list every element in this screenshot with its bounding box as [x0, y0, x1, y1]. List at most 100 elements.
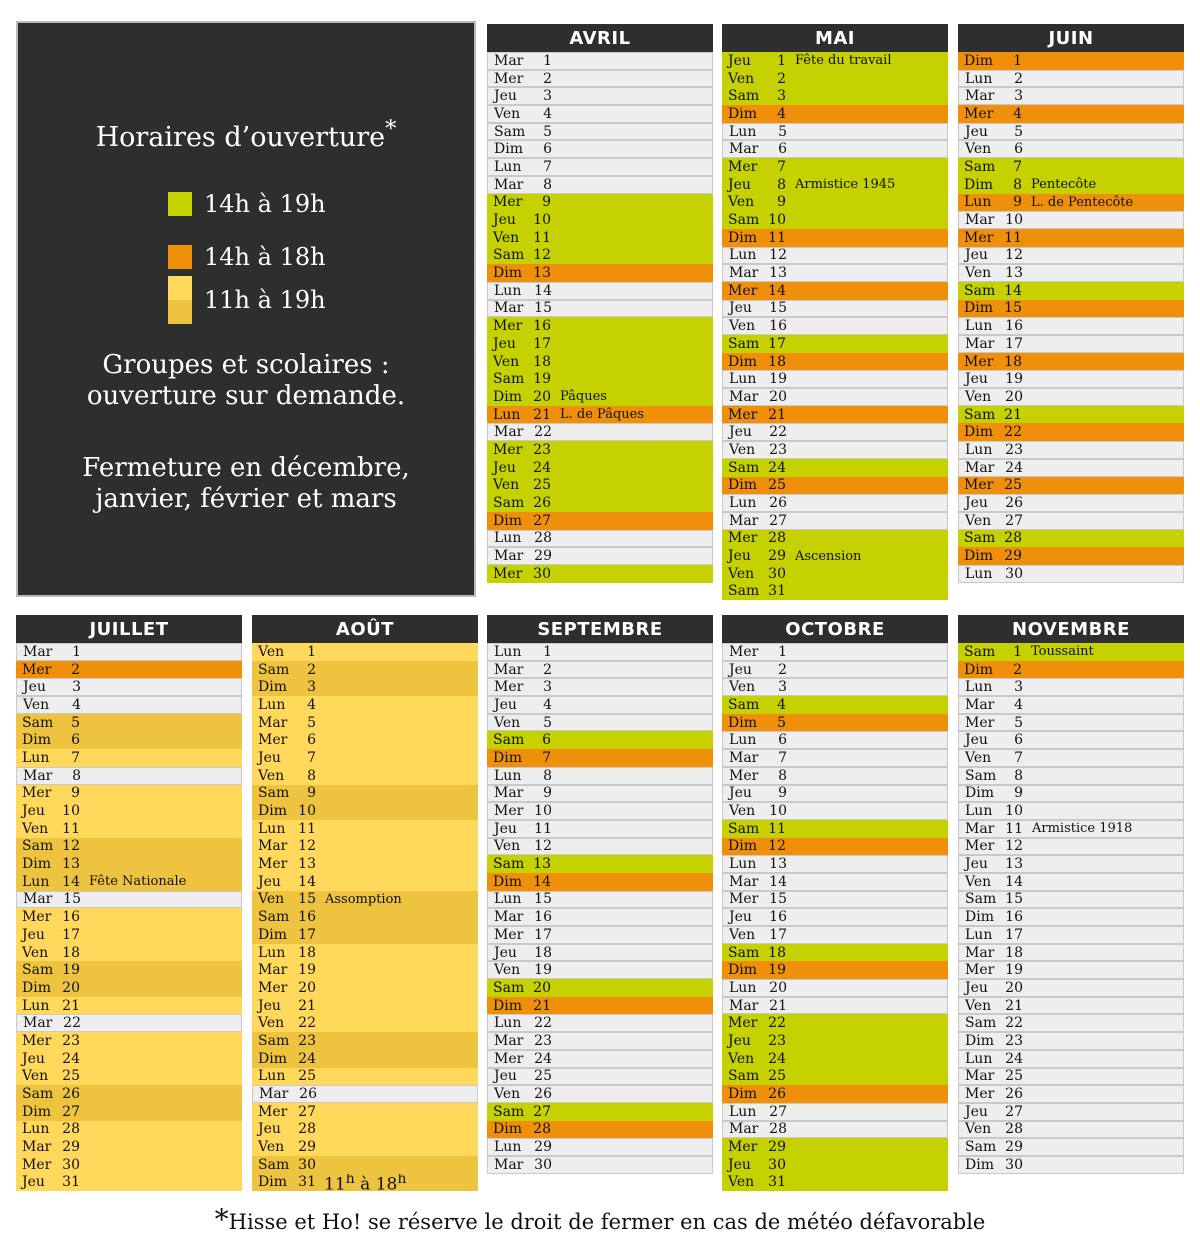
day-name: Mar: [258, 714, 288, 731]
day-name: Dim: [728, 962, 757, 979]
day-number: 15: [769, 300, 787, 317]
day-row: Dim 13: [487, 264, 713, 282]
day-row: Ven 8: [252, 766, 478, 785]
footer-disclaimer: *Hisse et Ho! se réserve le droit de fer…: [0, 1203, 1200, 1236]
day-number: 7: [307, 749, 316, 766]
day-row: Ven 7: [958, 749, 1184, 767]
legend-panel: Horaires d’ouverture* 14h à 19h 14h à 18…: [16, 21, 476, 597]
day-name: Sam: [22, 1086, 54, 1103]
day-number: 11: [768, 820, 786, 837]
day-row: Dim 10: [252, 802, 478, 820]
day-row: Mar 13: [722, 264, 948, 282]
day-row: Jeu 20: [958, 979, 1184, 997]
day-number: 4: [777, 105, 786, 122]
day-number: 6: [71, 732, 80, 749]
day-row: Mer 10: [487, 802, 713, 820]
day-row: Sam 24: [722, 458, 948, 477]
day-number: 18: [1005, 944, 1023, 961]
day-number: 9: [1014, 785, 1023, 802]
day-row: Mar 26: [252, 1085, 478, 1103]
day-name: Dim: [258, 926, 287, 943]
day-number: 21: [1004, 406, 1022, 423]
day-number: 28: [769, 1121, 787, 1138]
day-name: Jeu: [728, 1032, 751, 1049]
day-number: 14: [534, 282, 552, 299]
day-number: 5: [307, 714, 316, 731]
day-row: Mer 6: [252, 731, 478, 750]
day-number: 9: [778, 785, 787, 802]
day-number: 14: [1005, 873, 1023, 890]
day-number: 19: [533, 371, 551, 388]
day-name: Lun: [965, 318, 993, 335]
day-number: 13: [769, 265, 787, 282]
day-row: Mer 9: [16, 784, 242, 803]
day-name: Dim: [493, 512, 522, 529]
day-row: Lun 22: [487, 1014, 713, 1033]
day-name: Mar: [965, 88, 995, 105]
day-number: 31: [768, 583, 786, 600]
day-number: 18: [533, 353, 551, 370]
day-row: Ven 23: [722, 441, 948, 459]
day-name: Lun: [258, 1068, 286, 1085]
day-name: Lun: [729, 1103, 757, 1120]
day-number: 28: [1004, 530, 1022, 547]
day-number: 3: [307, 679, 316, 696]
day-name: Lun: [965, 441, 993, 458]
day-number: 14: [769, 873, 787, 890]
day-number: 20: [298, 979, 316, 996]
day-row: Mer 30: [487, 564, 713, 583]
day-name: Sam: [258, 909, 290, 926]
day-row: Sam 10: [722, 211, 948, 229]
day-number: 3: [543, 679, 552, 696]
day-row: Lun 6: [722, 731, 948, 750]
day-number: 9: [71, 785, 80, 802]
day-number: 26: [769, 495, 787, 512]
day-name: Mar: [965, 944, 995, 961]
day-number: 11: [298, 820, 316, 837]
day-name: Jeu: [728, 176, 751, 193]
day-name: Sam: [728, 459, 760, 476]
day-row: Ven 14: [958, 872, 1184, 891]
day-row: Sam 4: [722, 696, 948, 714]
day-number: 12: [62, 838, 80, 855]
day-number: 22: [1004, 424, 1022, 441]
day-row: Jeu 26: [958, 494, 1184, 512]
day-row: Jeu 9: [722, 784, 948, 803]
day-name: Jeu: [23, 679, 46, 696]
day-name: Dim: [728, 838, 757, 855]
day-name: Jeu: [493, 459, 516, 476]
day-row: Ven 25: [16, 1067, 242, 1086]
day-number: 8: [777, 176, 786, 193]
day-row: Mer 4: [958, 105, 1184, 123]
day-name: Mar: [23, 1015, 53, 1032]
day-number: 7: [543, 158, 552, 175]
day-row: Lun 19: [722, 370, 948, 389]
day-number: 8: [1014, 767, 1023, 784]
day-number: 2: [71, 661, 80, 678]
day-name: Dim: [22, 1103, 51, 1120]
day-name: Sam: [728, 696, 760, 713]
day-row: Lun 29: [487, 1138, 713, 1156]
day-row: Jeu 15: [722, 299, 948, 318]
day-row: Lun 23: [958, 441, 1184, 459]
day-row: Lun 20: [722, 979, 948, 997]
day-name: Mer: [965, 714, 995, 731]
day-name: Dim: [728, 1086, 757, 1103]
day-number: 2: [543, 661, 552, 678]
day-row: Mar 15: [16, 890, 242, 909]
day-row: Jeu 18: [487, 943, 713, 962]
day-row: Mer 27: [252, 1102, 478, 1121]
month-column: AOÛT Ven 1 Sam 2 Dim 3 Lun 4 Mar 5 Mer 6 Jeu 7 Ven 8 Sam 9…: [252, 615, 478, 1192]
day-row: Ven 13: [958, 264, 1184, 282]
day-number: 30: [768, 565, 786, 582]
day-row: Dim 23: [958, 1032, 1184, 1050]
day-name: Sam: [258, 785, 290, 802]
holiday-label: Pâques: [560, 389, 607, 405]
day-number: 28: [62, 1121, 80, 1138]
day-number: 29: [534, 548, 552, 565]
day-row: Lun 26: [722, 494, 948, 512]
day-row: Lun 3: [958, 678, 1184, 697]
day-name: Mar: [494, 1032, 524, 1049]
day-name: Mar: [494, 300, 524, 317]
day-number: 5: [1014, 714, 1023, 731]
